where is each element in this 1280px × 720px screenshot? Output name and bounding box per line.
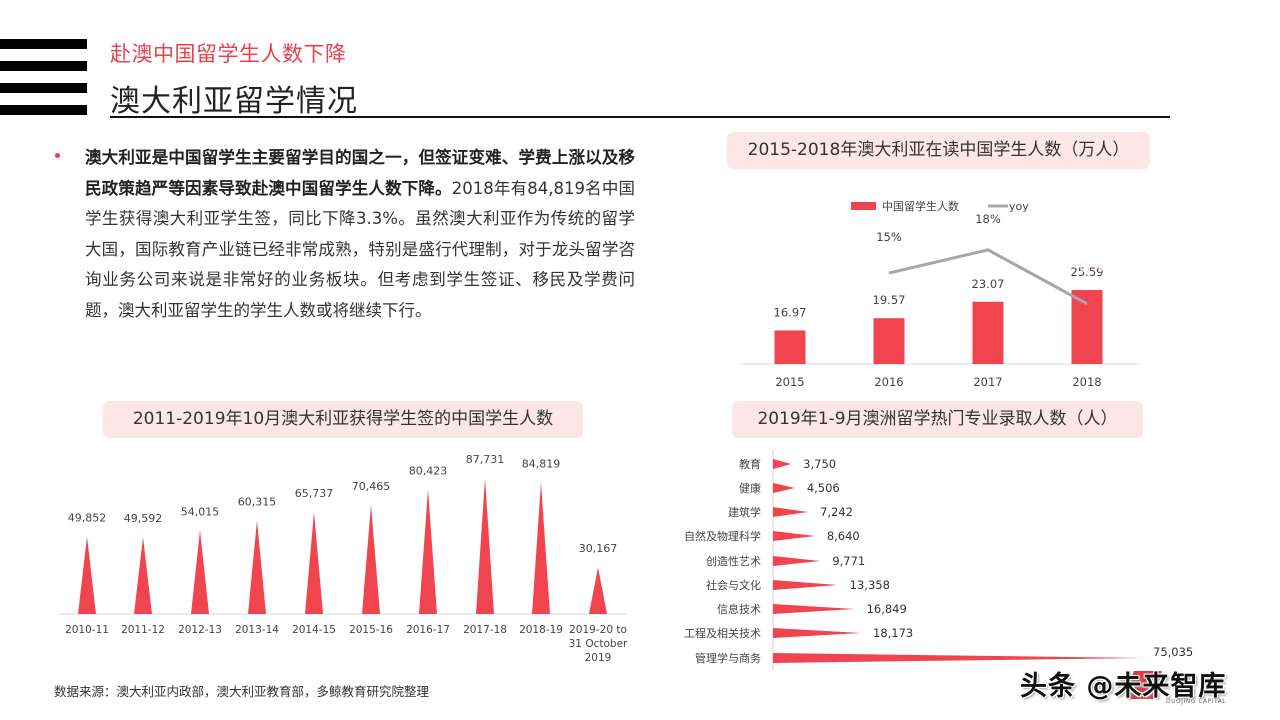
menu-icon-bar: [0, 39, 87, 49]
triangle-bar: [191, 530, 209, 614]
bar-value-label: 19.57: [873, 293, 906, 307]
triangle-bar: [305, 512, 323, 614]
legend-bar-label: 中国留学生人数: [882, 199, 959, 213]
bar-value-label: 25.59: [1071, 265, 1104, 279]
x-tick-label: 2015-16: [349, 624, 393, 636]
bullet-dot-icon: [55, 153, 60, 158]
summary-bullet: 澳大利亚是中国留学生主要留学目的国之一，但签证变难、学费上涨以及移民政策趋严等因…: [55, 143, 635, 326]
wedge-bar: [773, 459, 792, 469]
y-category-label: 建筑学: [728, 505, 761, 519]
section-subtitle: 赴澳中国留学生人数下降: [110, 42, 347, 66]
wedge-bar: [773, 556, 821, 566]
bar-value-label: 7,242: [820, 505, 853, 519]
wedge-bar: [773, 507, 809, 517]
y-category-label: 自然及物理科学: [684, 529, 761, 543]
x-tick-label: 2017-18: [463, 624, 507, 636]
x-tick-label: 2010-11: [65, 624, 109, 636]
triangle-bar: [419, 489, 437, 614]
bar-value-label: 8,640: [827, 529, 860, 543]
triangle-bar: [532, 482, 550, 614]
chart-title-majors: 2019年1-9月澳洲留学热门专业录取人数（人）: [732, 401, 1143, 438]
chart-title-enrolled: 2015-2018年澳大利亚在读中国学生人数（万人）: [727, 132, 1150, 169]
y-category-label: 信息技术: [717, 602, 761, 616]
summary-paragraph: 澳大利亚是中国留学生主要留学目的国之一，但签证变难、学费上涨以及移民政策趋严等因…: [85, 143, 635, 326]
enrolled-students-chart: 中国留学生人数 yoy 16.97 2015 19.57 2016 23.07 2017 25.…: [740, 199, 1140, 389]
bar-value-label: 75,035: [1153, 645, 1193, 659]
triangle-bar: [248, 520, 266, 614]
x-tick-label: 31 October: [569, 638, 628, 650]
x-tick-label: 2016: [874, 375, 903, 389]
bar-value-label: 49,592: [124, 512, 163, 525]
x-tick-label: 2011-12: [121, 624, 165, 636]
x-tick-label: 2016-17: [406, 624, 450, 636]
bar-value-label: 54,015: [181, 505, 220, 518]
wedge-bar: [773, 483, 795, 493]
menu-icon-bar: [0, 105, 87, 115]
x-tick-label: 2019: [585, 652, 612, 664]
bar-value-label: 87,731: [466, 453, 505, 466]
data-source-note: 数据来源：澳大利亚内政部，澳大利亚教育部，多鲸教育研究院整理: [54, 684, 430, 699]
watermark-subtext: DUOJING CAPITAL: [1166, 698, 1227, 705]
bar-value-label: 3,750: [803, 457, 836, 471]
yoy-line: [888, 248, 1088, 306]
x-tick-label: 2015: [775, 375, 804, 389]
bar-value-label: 49,852: [68, 512, 107, 525]
y-category-label: 管理学与商务: [695, 651, 761, 665]
bar-value-label: 60,315: [238, 496, 277, 509]
bar-value-label: 84,819: [522, 458, 561, 471]
yoy-label: 15%: [876, 230, 902, 244]
summary-bold: 澳大利亚是中国留学生主要留学目的国之一，但签证变难、学费上涨以及移民政策趋严等因…: [85, 148, 635, 198]
triangle-bar: [362, 504, 380, 614]
x-tick-label: 2013-14: [235, 624, 279, 636]
menu-icon-bar: [0, 83, 87, 93]
wedge-bar: [773, 604, 855, 614]
bar: [1071, 289, 1103, 364]
x-tick-label: 2014-15: [292, 624, 336, 636]
bar: [873, 318, 905, 364]
bar: [774, 330, 806, 364]
x-tick-label: 2018: [1072, 375, 1101, 389]
menu-icon-bar: [0, 61, 87, 71]
y-category-label: 工程及相关技术: [684, 626, 761, 640]
bar-value-label: 30,167: [579, 542, 618, 555]
bar-value-label: 4,506: [807, 481, 840, 495]
bar-value-label: 16,849: [867, 602, 907, 616]
title-divider: [110, 116, 1170, 118]
bar-value-label: 18,173: [873, 626, 913, 640]
legend-bar-swatch: [851, 202, 876, 210]
wedge-bar: [773, 653, 1143, 663]
y-category-label: 创造性艺术: [706, 554, 761, 568]
bar-value-label: 80,423: [409, 464, 448, 477]
y-category-label: 社会与文化: [706, 578, 761, 592]
summary-body: 2018年有84,819名中国学生获得澳大利亚学生签，同比下降3.3%。虽然澳大…: [85, 178, 635, 320]
page-title: 澳大利亚留学情况: [110, 84, 358, 119]
bar-value-label: 65,737: [295, 487, 334, 500]
popular-majors-chart: 教育 3,750 健康 4,506 建筑学 7,242 自然及物理科学 8,640 创造性艺术 9…: [684, 450, 1193, 670]
triangle-bar: [476, 478, 494, 614]
wedge-bar: [773, 628, 861, 638]
bar-value-label: 13,358: [850, 578, 890, 592]
triangle-bar: [589, 567, 607, 614]
yoy-label: 11%: [1077, 261, 1103, 275]
bar-value-label: 9,771: [832, 554, 865, 568]
bar: [972, 301, 1004, 364]
x-tick-label: 2019-20 to: [569, 624, 627, 636]
bar-value-label: 16.97: [774, 305, 807, 319]
x-tick-label: 2017: [973, 375, 1002, 389]
triangle-bar: [78, 536, 96, 614]
y-category-label: 健康: [739, 481, 761, 495]
bar-value-label: 70,465: [352, 480, 391, 493]
x-tick-label: 2012-13: [178, 624, 222, 636]
legend-line-label: yoy: [1009, 200, 1029, 213]
chart-title-visas: 2011-2019年10月澳大利亚获得学生签的中国学生人数: [103, 401, 583, 438]
wedge-bar: [773, 531, 815, 541]
y-category-label: 教育: [739, 457, 761, 471]
watermark-text: 头条 @未来智库: [1020, 671, 1227, 702]
triangle-bar: [134, 537, 152, 614]
x-tick-label: 2018-19: [519, 624, 563, 636]
wedge-bar: [773, 580, 838, 590]
bar-value-label: 23.07: [972, 277, 1005, 291]
student-visas-chart: 49,852 2010-11 49,592 2011-12 54,015 2012-13 6…: [58, 453, 628, 664]
yoy-label: 18%: [975, 212, 1001, 226]
